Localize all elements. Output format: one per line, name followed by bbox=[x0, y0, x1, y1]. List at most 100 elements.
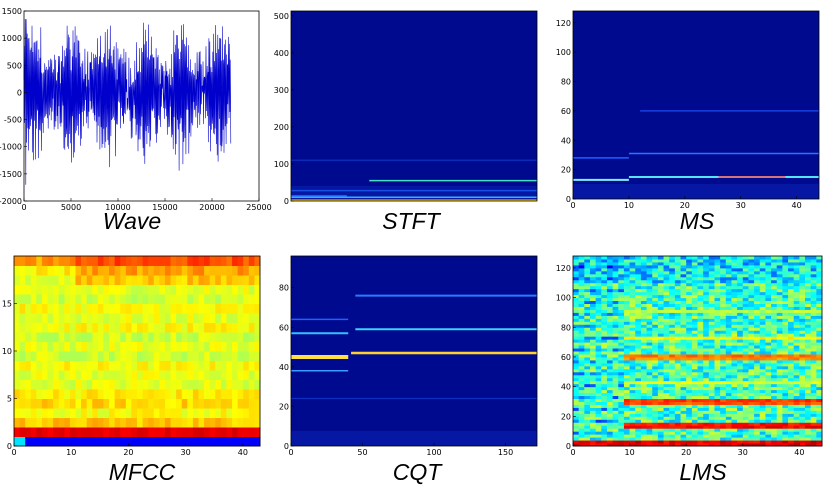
lms-cell bbox=[765, 419, 772, 423]
mfcc-cell bbox=[69, 284, 76, 295]
lms-cell bbox=[686, 342, 693, 346]
lms-cell bbox=[640, 291, 648, 296]
lms-cell bbox=[703, 270, 710, 275]
lms-cell bbox=[725, 398, 732, 402]
lms-cell bbox=[606, 398, 614, 402]
lms-cell bbox=[686, 383, 693, 388]
lms-cell bbox=[754, 419, 761, 423]
lms-cell bbox=[799, 333, 806, 337]
lms-cell bbox=[810, 359, 817, 364]
lms-cell bbox=[680, 279, 687, 284]
lms-cell bbox=[720, 368, 727, 373]
lms-cell bbox=[663, 407, 670, 411]
lms-cell bbox=[595, 330, 602, 334]
mfcc-cell bbox=[232, 379, 239, 390]
mfcc-cell bbox=[209, 379, 216, 390]
lms-cell bbox=[793, 333, 800, 337]
lms-cell bbox=[731, 362, 738, 367]
mfcc-cell bbox=[142, 284, 149, 295]
lms-cell bbox=[691, 348, 698, 352]
lms-cell bbox=[674, 339, 682, 343]
lms-cell bbox=[640, 392, 648, 397]
lms-cell bbox=[584, 389, 591, 394]
lms-cell bbox=[748, 258, 755, 263]
mfcc-cell bbox=[164, 436, 172, 447]
lms-cell bbox=[720, 419, 727, 423]
lms-cell bbox=[635, 256, 642, 260]
mfcc-cell bbox=[243, 398, 250, 409]
mfcc-cell bbox=[181, 370, 188, 380]
lms-cell bbox=[663, 276, 670, 281]
lms-cell bbox=[629, 359, 636, 364]
lms-cell bbox=[782, 428, 789, 432]
lms-cell bbox=[771, 345, 778, 349]
lms-cell bbox=[765, 407, 772, 411]
lms-cell bbox=[788, 440, 795, 444]
lms-cell bbox=[754, 416, 761, 420]
lms-cell bbox=[788, 276, 795, 281]
lms-cell bbox=[788, 395, 795, 399]
mfcc-cell bbox=[170, 284, 177, 295]
lms-cell bbox=[669, 294, 676, 299]
mfcc-cell bbox=[159, 265, 166, 276]
mfcc-cell bbox=[237, 332, 244, 342]
lms-cell bbox=[782, 264, 789, 269]
lms-cell bbox=[589, 428, 597, 432]
lms-cell bbox=[754, 386, 761, 391]
lms-cell bbox=[595, 318, 602, 322]
lms-cell bbox=[646, 380, 653, 385]
lms-cell bbox=[612, 419, 619, 423]
lms-cell bbox=[629, 279, 636, 284]
lms-cell bbox=[725, 291, 732, 296]
lms-cell bbox=[708, 431, 715, 435]
lms-cell bbox=[771, 312, 778, 316]
lms-cell bbox=[810, 279, 817, 284]
mfcc-cell bbox=[36, 332, 43, 342]
lms-cell bbox=[765, 279, 772, 284]
lms-cell bbox=[748, 434, 755, 438]
lms-cell bbox=[640, 258, 648, 263]
lms-cell bbox=[669, 258, 676, 263]
mfcc-cell bbox=[170, 294, 177, 304]
lms-cell bbox=[810, 321, 817, 325]
lms-cell bbox=[595, 440, 602, 444]
lms-cell bbox=[629, 351, 636, 355]
mfcc-cell bbox=[103, 332, 110, 342]
mfcc-cell bbox=[187, 408, 194, 418]
lms-cell bbox=[691, 297, 698, 302]
lms-cell bbox=[573, 324, 580, 328]
lms-cell bbox=[805, 318, 812, 322]
lms-cell bbox=[595, 258, 602, 263]
mfcc-cell bbox=[170, 313, 177, 323]
lms-cell bbox=[601, 407, 608, 411]
lms-cell bbox=[810, 300, 817, 304]
lms-cell bbox=[663, 425, 670, 429]
mfcc-cell bbox=[181, 379, 188, 390]
lms-cell bbox=[635, 267, 642, 272]
lms-cell bbox=[810, 258, 817, 263]
mfcc-cell bbox=[36, 322, 43, 333]
lms-cell bbox=[635, 279, 642, 284]
lms-cell bbox=[759, 303, 766, 307]
mfcc-cell bbox=[232, 427, 239, 437]
mfcc-cell bbox=[187, 332, 194, 342]
lms-cell bbox=[748, 309, 755, 313]
mfcc-cell bbox=[142, 332, 149, 342]
lms-cell bbox=[652, 431, 659, 435]
lms-cell bbox=[652, 407, 659, 411]
lms-cell bbox=[810, 351, 817, 355]
lms-cell bbox=[652, 291, 659, 296]
lms-cell bbox=[708, 422, 715, 426]
lms-cell bbox=[788, 312, 795, 316]
lms-cell bbox=[618, 425, 625, 429]
lms-cell bbox=[771, 318, 778, 322]
lms-cell bbox=[708, 356, 715, 361]
lms-cell bbox=[646, 425, 653, 429]
lms-cell bbox=[759, 267, 766, 272]
lms-cell bbox=[737, 256, 744, 260]
lms-cell bbox=[618, 342, 625, 346]
lms-cell bbox=[578, 276, 585, 281]
lms-cell bbox=[697, 398, 704, 402]
lms-cell bbox=[635, 297, 642, 302]
mfcc-cell bbox=[131, 360, 138, 371]
